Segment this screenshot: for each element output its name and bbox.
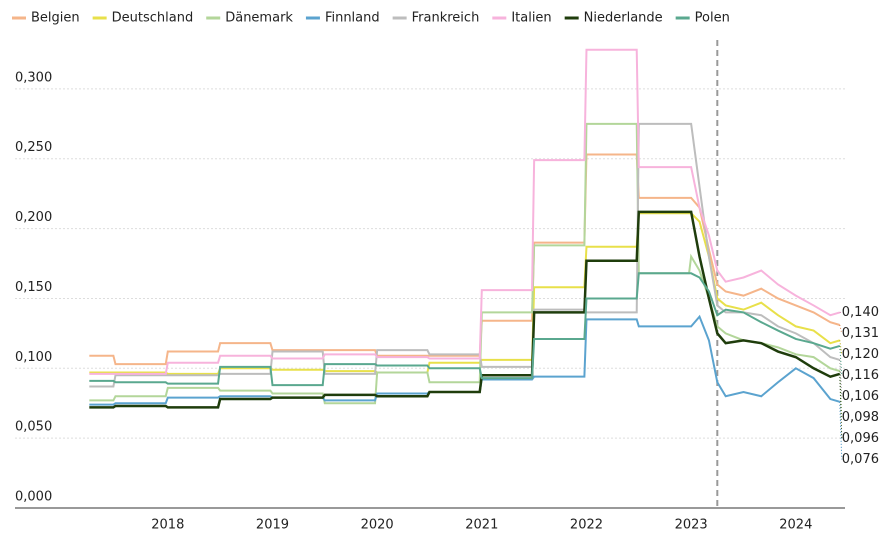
end-label: 0,098 bbox=[842, 410, 879, 425]
x-tick-label: 2024 bbox=[779, 518, 812, 533]
y-tick-label: 0,250 bbox=[15, 140, 52, 155]
x-tick-label: 2020 bbox=[361, 518, 394, 533]
end-label: 0,076 bbox=[842, 452, 879, 467]
y-tick-label: 0,150 bbox=[15, 280, 52, 295]
legend-label: Finnland bbox=[325, 11, 380, 26]
x-tick-label: 2021 bbox=[465, 518, 498, 533]
x-tick-label: 2019 bbox=[256, 518, 289, 533]
y-tick-label: 0,000 bbox=[15, 490, 52, 505]
legend-label: Deutschland bbox=[112, 11, 194, 26]
legend-label: Polen bbox=[695, 11, 730, 26]
legend-label: Niederlande bbox=[584, 11, 663, 26]
y-tick-label: 0,200 bbox=[15, 210, 52, 225]
series-line bbox=[89, 212, 841, 375]
x-tick-label: 2018 bbox=[151, 518, 184, 533]
series-line bbox=[89, 272, 841, 387]
end-label: 0,120 bbox=[842, 347, 879, 362]
series-line bbox=[89, 122, 841, 405]
label-connector bbox=[839, 345, 843, 376]
x-tick-label: 2022 bbox=[570, 518, 603, 533]
y-tick-label: 0,100 bbox=[15, 350, 52, 365]
legend-label: Belgien bbox=[31, 11, 80, 26]
label-connector bbox=[839, 401, 843, 460]
end-label: 0,140 bbox=[842, 305, 879, 320]
series-line bbox=[89, 48, 841, 375]
x-tick-label: 2023 bbox=[675, 518, 708, 533]
y-tick-label: 0,300 bbox=[15, 70, 52, 85]
end-label: 0,106 bbox=[842, 389, 879, 404]
series-line bbox=[89, 153, 841, 366]
series-line bbox=[89, 122, 841, 388]
legend-label: Dänemark bbox=[225, 11, 293, 26]
legend-label: Frankreich bbox=[412, 11, 480, 26]
series-line bbox=[89, 314, 841, 406]
end-label: 0,096 bbox=[842, 431, 879, 446]
y-tick-label: 0,050 bbox=[15, 420, 52, 435]
label-connector bbox=[839, 359, 843, 397]
end-label: 0,116 bbox=[842, 368, 879, 383]
legend-label: Italien bbox=[511, 11, 551, 26]
end-label: 0,131 bbox=[842, 326, 879, 341]
